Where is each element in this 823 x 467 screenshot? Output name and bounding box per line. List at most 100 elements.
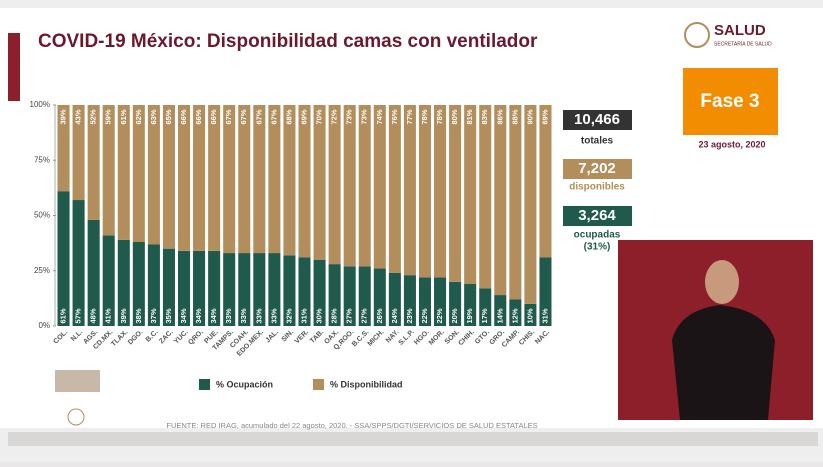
bar-segment	[464, 105, 477, 285]
value-label: 65%	[164, 109, 173, 124]
value-label: 31%	[299, 308, 308, 323]
bar-segment	[72, 105, 85, 201]
y-tick-label: 0%	[38, 321, 50, 330]
total-box	[563, 110, 632, 130]
value-label: 39%	[119, 308, 128, 323]
value-label: 61%	[119, 109, 128, 124]
source: FUENTE: RED IRAG, acumulado del 22 agost…	[166, 421, 537, 430]
value-label: 66%	[179, 109, 188, 124]
logo-sub: SECRETARÍA DE SALUD	[714, 40, 772, 47]
value-label: 33%	[224, 308, 233, 323]
value-label: 61%	[59, 308, 68, 323]
value-label: 35%	[164, 308, 173, 323]
value-label: 28%	[330, 308, 339, 323]
value-label: 34%	[194, 308, 203, 323]
value-label: 78%	[420, 109, 429, 124]
seal	[67, 408, 85, 426]
occupied-box	[563, 206, 632, 226]
value-label: 33%	[254, 308, 263, 323]
interpreter-head	[705, 260, 739, 304]
bar-segment	[313, 105, 326, 260]
bar-segment	[403, 275, 416, 326]
bar-segment	[509, 105, 522, 300]
y-tick-label: 100%	[30, 100, 50, 109]
bar-segment	[358, 266, 371, 326]
bar-segment	[147, 244, 160, 326]
value-label: 32%	[284, 308, 293, 323]
bar-segment	[464, 284, 477, 326]
bar-segment	[434, 105, 447, 278]
value-label: 69%	[299, 109, 308, 124]
bar-segment	[117, 105, 130, 240]
value-label: 74%	[375, 109, 384, 124]
bar-segment	[162, 248, 175, 326]
value-label: 83%	[480, 109, 489, 124]
date: 23 agosto, 2020	[698, 139, 765, 149]
value-label: 73%	[360, 109, 369, 124]
bar-segment	[268, 105, 281, 254]
value-label: 37%	[149, 308, 158, 323]
value-label: 66%	[209, 109, 218, 124]
occupied: 3,264	[578, 207, 616, 224]
value-label: 39%	[59, 109, 68, 124]
accent-bar	[8, 33, 20, 101]
footer-strip	[8, 432, 818, 446]
available-label: disponibles	[569, 182, 625, 193]
value-label: 78%	[435, 109, 444, 124]
bar-segment	[539, 257, 552, 326]
bar-segment	[117, 239, 130, 326]
bar-segment	[373, 268, 386, 326]
value-label: 22%	[435, 308, 444, 323]
legend-swatch	[313, 379, 324, 390]
value-label: 43%	[74, 109, 83, 124]
bar-segment	[87, 219, 100, 326]
value-label: 88%	[510, 109, 519, 124]
bar-segment	[494, 295, 507, 326]
value-label: 33%	[269, 308, 278, 323]
value-label: 62%	[134, 109, 143, 124]
bar-segment	[313, 259, 326, 326]
value-label: 57%	[74, 308, 83, 323]
value-label: 27%	[360, 308, 369, 323]
bar-segment	[358, 105, 371, 267]
bar-segment	[223, 105, 236, 254]
bar-segment	[388, 272, 401, 326]
chart-title: COVID-19 México: Disponibilidad camas co…	[38, 31, 538, 52]
bar-segment	[328, 105, 341, 265]
value-label: 80%	[450, 109, 459, 124]
y-tick-label: 25%	[34, 266, 50, 275]
bar-segment	[418, 277, 432, 326]
value-label: 67%	[239, 109, 248, 124]
bar-segment	[193, 105, 206, 251]
bar-segment	[223, 253, 236, 326]
bar-segment	[253, 105, 266, 254]
value-label: 38%	[134, 308, 143, 323]
value-label: 67%	[224, 109, 233, 124]
bar-segment	[524, 303, 537, 326]
value-label: 31%	[540, 308, 549, 323]
legend-swatch	[199, 379, 210, 390]
bar-segment	[238, 105, 251, 254]
value-label: 67%	[269, 109, 278, 124]
value-label: 23%	[405, 308, 414, 323]
value-label: 90%	[525, 109, 534, 124]
value-label: 12%	[510, 308, 519, 323]
bar-segment	[328, 264, 341, 326]
bar-segment	[343, 105, 356, 267]
value-label: 27%	[345, 308, 354, 323]
value-label: 48%	[89, 308, 98, 323]
value-label: 20%	[450, 308, 459, 323]
bar-segment	[102, 105, 115, 236]
bar-segment	[193, 250, 206, 326]
phase: Fase 3	[700, 91, 759, 112]
logo-emblem	[684, 22, 710, 48]
value-label: 10%	[525, 308, 534, 323]
value-label: 81%	[465, 109, 474, 124]
value-label: 14%	[495, 308, 504, 323]
total-label: totales	[581, 136, 614, 147]
y-tick-label: 50%	[34, 211, 50, 220]
bar-segment	[283, 255, 296, 326]
bar-segment	[72, 200, 85, 326]
bar-segment	[298, 257, 311, 326]
